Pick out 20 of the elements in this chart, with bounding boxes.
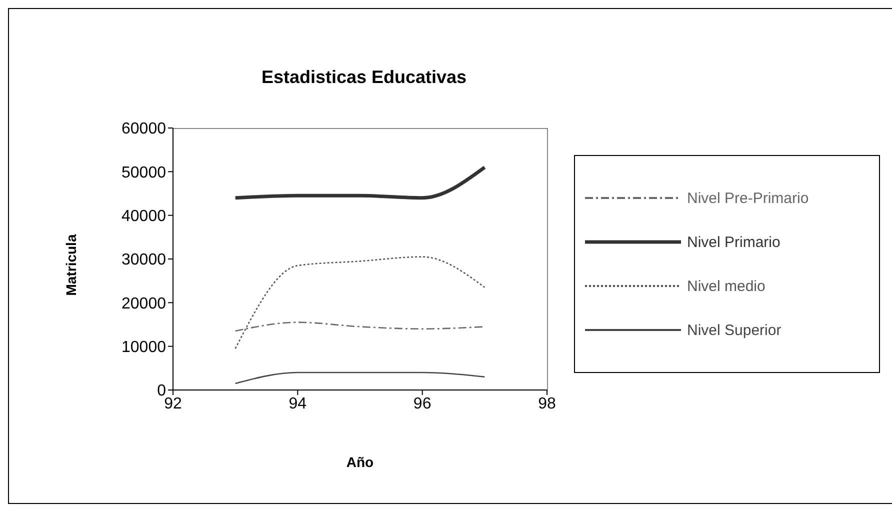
y-axis-title: Matricula [63, 233, 79, 298]
chart-title: Estadisticas Educativas [260, 67, 468, 88]
y-tick-label: 60000 [122, 120, 166, 138]
text: Nivel medio [687, 278, 766, 294]
y-tick-label: 0 [157, 382, 166, 400]
y-tick-label: 50000 [122, 164, 166, 182]
text: Nivel Primario [687, 234, 780, 250]
y-tick-label: 30000 [122, 252, 166, 269]
text: Nivel Superior [687, 322, 782, 338]
line-series [234, 322, 486, 332]
y-tick-label: 10000 [122, 339, 166, 356]
x-tick-label: 98 [538, 395, 556, 412]
x-tick-label: 94 [288, 395, 307, 412]
line-series [234, 256, 486, 350]
y-tick-label: 40000 [122, 208, 166, 226]
y-tick-label: 20000 [122, 295, 166, 312]
x-tick-label: 92 [164, 395, 182, 412]
x-tick-label: 96 [413, 395, 432, 412]
text: Nivel Pre-Primario [687, 190, 809, 206]
x-axis-title: Año [345, 454, 375, 470]
